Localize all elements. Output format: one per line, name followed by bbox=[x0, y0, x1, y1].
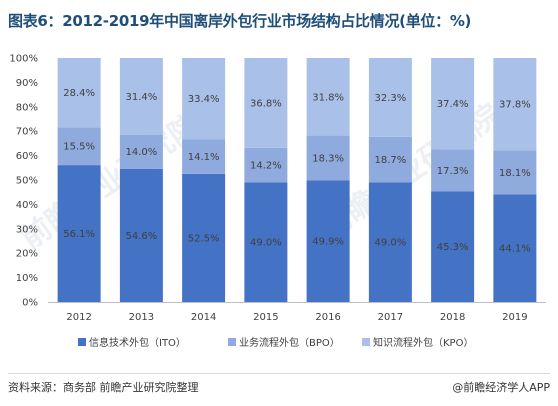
legend-swatch-ito bbox=[78, 338, 86, 346]
bar-kpo bbox=[182, 58, 226, 140]
data-label: 32.3% bbox=[374, 93, 406, 104]
bar-bpo bbox=[368, 136, 412, 183]
legend-label-kpo: 知识流程外包（KPO） bbox=[373, 336, 473, 349]
data-label: 14.0% bbox=[125, 147, 157, 158]
x-tick-label: 2015 bbox=[253, 312, 278, 323]
y-tick-label: 100% bbox=[9, 54, 38, 65]
y-tick-label: 30% bbox=[16, 224, 38, 235]
data-label: 17.3% bbox=[437, 166, 469, 177]
data-label: 14.2% bbox=[250, 161, 282, 172]
y-tick-label: 0% bbox=[22, 298, 38, 309]
bar-kpo bbox=[119, 58, 163, 135]
data-label: 33.4% bbox=[188, 94, 220, 105]
data-label: 28.4% bbox=[63, 88, 95, 99]
bar-ito bbox=[493, 194, 537, 302]
bar-bpo bbox=[493, 150, 537, 195]
source-note: 资料来源：商务部 前瞻产业研究院整理 bbox=[8, 381, 199, 394]
bar-ito bbox=[368, 182, 412, 302]
bar-bpo bbox=[244, 147, 288, 183]
bar-bpo bbox=[119, 134, 163, 169]
y-tick-label: 40% bbox=[16, 200, 38, 211]
data-label: 36.8% bbox=[250, 98, 282, 109]
bar-kpo bbox=[306, 58, 350, 136]
data-label: 31.8% bbox=[312, 92, 344, 103]
stacked-bar-chart: 前瞻产业研究院前瞻产业研究院0%10%20%30%40%50%60%70%80%… bbox=[9, 54, 546, 349]
bar-bpo bbox=[431, 149, 475, 192]
legend-swatch-bpo bbox=[228, 338, 236, 346]
bar-ito bbox=[119, 168, 163, 302]
data-label: 18.3% bbox=[312, 153, 344, 164]
bar-ito bbox=[57, 165, 101, 302]
x-tick-label: 2013 bbox=[129, 312, 154, 323]
legend-label-bpo: 业务流程外包（BPO） bbox=[239, 336, 340, 349]
bar-kpo bbox=[244, 58, 288, 148]
x-tick-label: 2019 bbox=[502, 312, 527, 323]
y-tick-label: 70% bbox=[16, 127, 38, 138]
y-tick-label: 80% bbox=[16, 102, 38, 113]
data-label: 49.9% bbox=[312, 237, 344, 248]
bar-ito bbox=[431, 191, 475, 302]
data-label: 37.4% bbox=[437, 99, 469, 110]
y-tick-label: 90% bbox=[16, 78, 38, 89]
legend-label-ito: 信息技术外包（ITO） bbox=[89, 336, 186, 349]
data-label: 56.1% bbox=[63, 229, 95, 240]
footer: 资料来源：商务部 前瞻产业研究院整理 @前瞻经济学人APP bbox=[8, 373, 550, 394]
data-label: 37.8% bbox=[499, 100, 531, 111]
data-label: 49.0% bbox=[374, 238, 406, 249]
data-label: 49.0% bbox=[250, 238, 282, 249]
bar-bpo bbox=[182, 139, 226, 174]
data-label: 31.4% bbox=[125, 92, 157, 103]
y-tick-label: 60% bbox=[16, 151, 38, 162]
data-label: 44.1% bbox=[499, 244, 531, 255]
bar-ito bbox=[182, 173, 226, 302]
data-label: 52.5% bbox=[188, 233, 220, 244]
x-tick-label: 2018 bbox=[440, 312, 465, 323]
bar-kpo bbox=[431, 58, 475, 150]
legend-swatch-kpo bbox=[362, 338, 370, 346]
y-tick-label: 10% bbox=[16, 273, 38, 284]
bar-kpo bbox=[368, 58, 412, 137]
bar-bpo bbox=[306, 135, 350, 181]
x-tick-label: 2012 bbox=[66, 312, 91, 323]
y-tick-label: 20% bbox=[16, 249, 38, 260]
data-label: 18.7% bbox=[374, 155, 406, 166]
bar-kpo bbox=[493, 58, 537, 151]
x-tick-label: 2016 bbox=[315, 312, 340, 323]
bar-bpo bbox=[57, 127, 101, 166]
x-tick-label: 2017 bbox=[378, 312, 403, 323]
credit-note: @前瞻经济学人APP bbox=[452, 381, 550, 394]
bar-ito bbox=[244, 182, 288, 302]
x-tick-label: 2014 bbox=[191, 312, 216, 323]
y-tick-label: 50% bbox=[16, 176, 38, 187]
data-label: 45.3% bbox=[437, 242, 469, 253]
bar-kpo bbox=[57, 58, 101, 128]
data-label: 15.5% bbox=[63, 142, 95, 153]
chart-title: 图表6：2012-2019年中国离岸外包行业市场结构占比情况(单位：%) bbox=[8, 12, 472, 30]
data-label: 54.6% bbox=[125, 231, 157, 242]
data-label: 18.1% bbox=[499, 168, 531, 179]
bar-ito bbox=[306, 180, 350, 302]
watermark: 前瞻产业研究院 bbox=[15, 107, 207, 256]
data-label: 14.1% bbox=[188, 152, 220, 163]
